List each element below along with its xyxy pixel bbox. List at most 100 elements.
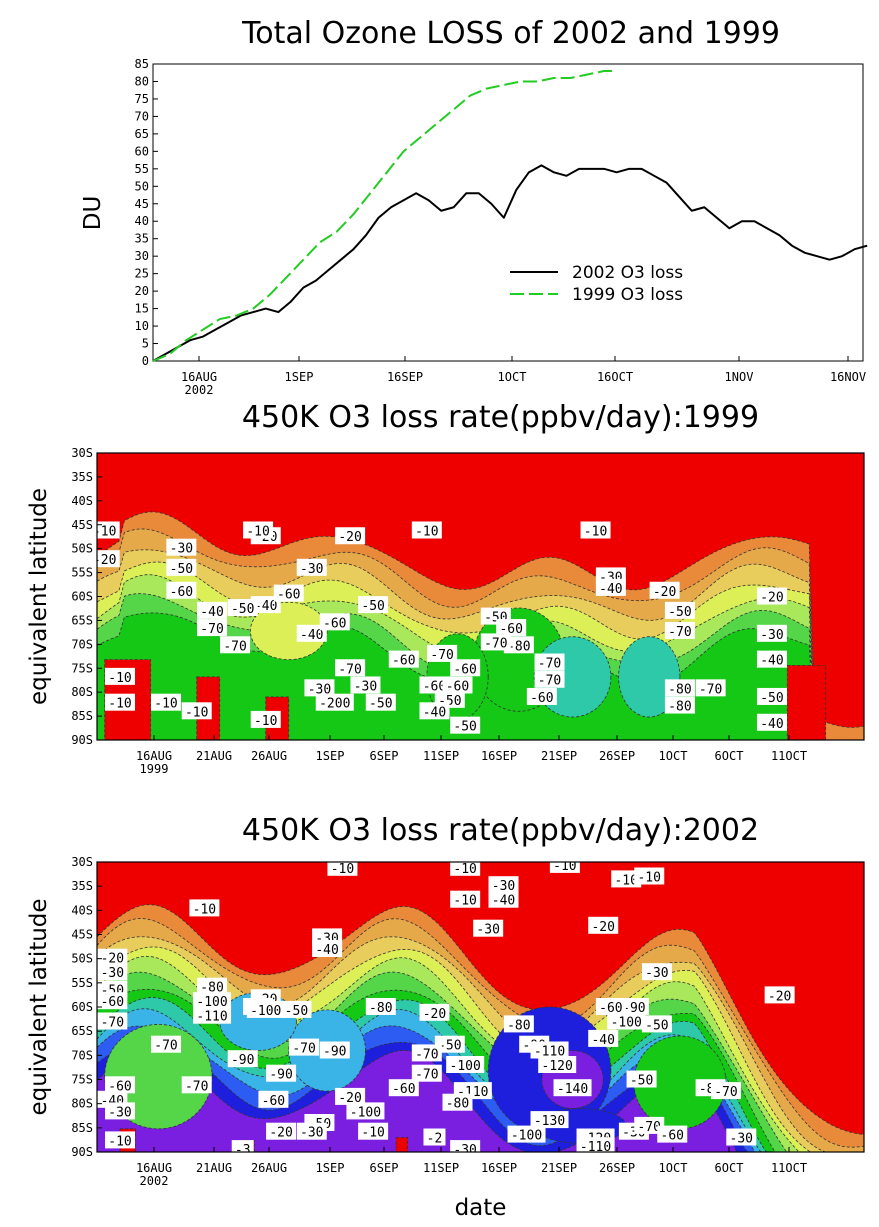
contour-label: -70 [538,674,561,689]
x-tick-label: 16OCT [597,370,633,384]
contour-label: -70 [185,1079,208,1094]
contour-label: -60 [277,588,300,603]
contour-label-box [365,693,396,711]
contour-label-box [534,653,565,671]
contour-label: -30 [730,1132,753,1147]
line-chart-ylabel: DU [80,196,106,231]
contour-label: -30 [300,562,323,577]
contour-label: -10 [453,862,476,877]
y-tick-label: 85S [71,709,93,723]
contour-label-box [595,578,626,596]
y-tick-label: 20 [135,284,149,298]
contour-label: -70 [415,1047,438,1062]
x-tick-label: 16AUG [136,1161,172,1175]
contour-label-box [488,890,519,908]
contour-label-box [507,1125,546,1143]
contour-label: -60 [392,1082,415,1097]
contour-label: -90 [323,1045,346,1060]
contour-label-box [634,1116,665,1134]
contour-label-box [530,1111,569,1129]
contour-label: -50 [630,1074,653,1089]
contour-label-box [710,1082,741,1100]
x-tick-label: 26AUG [251,749,287,763]
contour-label: -40 [254,599,277,614]
contour-label: -60 [101,995,124,1010]
legend-entry: 1999 O3 loss [572,285,683,305]
contour-label-box [649,581,680,599]
y-tick-label: 50S [71,952,93,966]
contour-label: -80 [369,1001,392,1016]
contour-label: -30 [170,542,193,557]
contour-cell [249,601,328,661]
y-tick-label: 30S [71,446,93,460]
contour-label: -100 [350,1105,381,1120]
contour-label-box [450,862,481,876]
contour-label-box [641,1015,672,1033]
x-tick-label: 1OCT [659,749,688,763]
contour-label-box [756,587,787,605]
contour-label-box [350,676,381,694]
y-tick-label: 50S [71,542,93,556]
x-tick-label: 26SEP [599,1161,635,1175]
contour-label-box [450,1140,481,1152]
contour-label: -10 [614,873,637,888]
contour-label-box [496,619,527,637]
contour-label: -20 [101,952,124,967]
contour-label: -70 [338,662,361,677]
contour-cell [395,1137,409,1152]
heatmap-title: 450K O3 loss rate(ppbv/day):2002 [242,813,759,848]
contour-label: -50 [760,691,783,706]
contour-label-box [664,696,695,714]
y-tick-label: 85S [71,1121,93,1135]
contour-label: -60 [661,1129,684,1144]
contour-label-box [97,948,128,966]
contour-label: -10 [254,714,277,729]
contour-label: -100 [250,1004,281,1019]
y-tick-label: 65S [71,1024,93,1038]
y-tick-label: 60S [71,590,93,604]
contour-label: -2 [427,1132,443,1147]
contour-label-box [250,596,281,614]
contour-label: -60 [499,622,522,637]
heatmap-title: 450K O3 loss rate(ppbv/day):1999 [242,400,759,435]
contour-label-box [105,1076,136,1094]
y-tick-label: 40S [71,494,93,508]
line-chart-frame [152,63,864,362]
x-tick-label: 11SEP [423,749,459,763]
contour-label-box [427,644,458,662]
contour-label: -30 [760,628,783,643]
y-tick-label: 50 [135,179,149,193]
x-tick-label: 16SEP [481,749,517,763]
contour-label-box [664,601,695,619]
contour-label-box [756,713,787,731]
x-tick-year: 1999 [140,762,169,776]
x-tick-label: 11SEP [423,1161,459,1175]
contour-label-box [266,1064,297,1082]
contour-label: -60 [446,679,469,694]
contour-label-box [197,601,228,619]
heatmap-panel-2: -20-30-50-60-70-60-40-30-10-80-100-110-7… [71,855,865,1221]
contour-label-box [588,1029,619,1047]
x-tick-label: 21AUG [196,749,232,763]
contour-label-box [97,992,128,1010]
contour-cell [786,664,827,740]
contour-label-box [634,867,665,885]
x-tick-label: 1SEP [316,749,345,763]
contour-label-box [181,702,212,720]
contour-label: -100 [196,995,227,1010]
contour-label: -110 [196,1010,227,1025]
y-tick-label: 35S [71,879,93,893]
contour-label-box [319,1041,350,1059]
contour-label: -70 [154,1039,177,1054]
contour-label: -60 [108,1079,131,1094]
contour-label-box [231,1140,254,1152]
contour-label-box [335,659,366,677]
contour-cell [618,636,681,718]
contour-label: -80 [200,981,223,996]
contour-label-box [315,693,354,711]
contour-label: -3 [235,1143,251,1158]
x-tick-label: 6OCT [715,1161,744,1175]
y-tick-label: 65S [71,613,93,627]
x-tick-label: 16AUG [181,370,217,384]
